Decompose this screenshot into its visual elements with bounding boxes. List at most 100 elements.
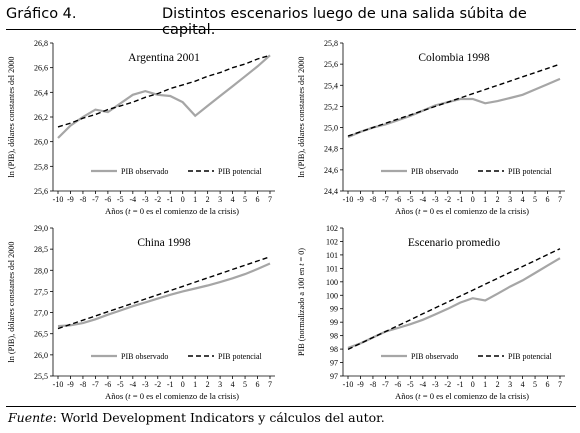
legend-label: PIB potencial: [508, 352, 553, 361]
x-tick-label: -4: [419, 380, 426, 389]
x-tick-label: -10: [53, 380, 64, 389]
x-tick-label: -1: [457, 380, 464, 389]
x-tick-label: -6: [105, 195, 112, 204]
x-tick-label: -2: [444, 380, 451, 389]
series-line-pib-potencial: [347, 248, 561, 351]
x-tick-label: 6: [546, 380, 550, 389]
x-tick-label: 1: [193, 195, 197, 204]
x-tick-label: 5: [533, 380, 537, 389]
x-tick-label: -7: [382, 195, 389, 204]
x-tick-label: 5: [243, 380, 247, 389]
x-tick-label: -9: [67, 195, 74, 204]
x-tick-label: -5: [407, 380, 414, 389]
x-tick-label: -3: [142, 380, 149, 389]
series-line-pib-observado: [347, 77, 561, 139]
series-line-pib-observado: [57, 262, 271, 328]
x-tick-label: -4: [129, 195, 136, 204]
x-tick-label: 7: [558, 380, 562, 389]
y-tick-label: 25,5: [34, 372, 48, 381]
series-line-pib-potencial: [57, 54, 271, 128]
x-tick-label: -9: [357, 380, 364, 389]
y-tick-label: 24,6: [324, 166, 338, 175]
chart-argentina: 25,625,826,026,226,426,626,8-10 -9 -8 -7 -6-…: [7, 39, 275, 216]
chart-title: China 1998: [137, 237, 191, 249]
x-tick-label: -2: [444, 195, 451, 204]
x-tick-label: -8: [370, 195, 377, 204]
y-tick-label: 27,5: [34, 287, 48, 296]
x-tick-label: 2: [496, 195, 500, 204]
x-tick-label: -7: [92, 380, 99, 389]
x-tick-label: -1: [167, 195, 174, 204]
y-tick-label: 97: [330, 372, 338, 381]
x-tick-label: 0: [181, 380, 185, 389]
x-tick-label: -1: [167, 380, 174, 389]
x-tick-label: 2: [496, 380, 500, 389]
y-tick-label: 99: [330, 305, 338, 314]
x-tick-label: 2: [206, 195, 210, 204]
x-tick-label: -10: [53, 195, 64, 204]
y-tick-label: 26,5: [34, 330, 48, 339]
legend-label: PIB potencial: [218, 352, 263, 361]
x-tick-label: 6: [546, 195, 550, 204]
x-tick-label: -3: [432, 195, 439, 204]
y-tick-label: 100: [326, 291, 338, 300]
x-tick-label: 3: [508, 380, 512, 389]
y-tick-label: 26,0: [34, 138, 48, 147]
y-tick-label: 102: [326, 224, 338, 233]
x-tick-label: 1: [483, 380, 487, 389]
x-axis-label: Años (t = 0 es el comienzo de la crisis): [105, 206, 239, 216]
figure-label: Gráfico 4.: [6, 6, 77, 22]
x-tick-label: -3: [142, 195, 149, 204]
x-tick-label: -4: [419, 195, 426, 204]
y-axis-label: PIB (normalizado a 100 en t = 0): [297, 248, 306, 356]
y-tick-label: 25,2: [324, 102, 338, 111]
x-tick-label: 6: [256, 380, 260, 389]
figure-header: Gráfico 4. Distintos escenarios luego de…: [6, 4, 576, 38]
x-tick-label: 0: [471, 195, 475, 204]
y-tick-label: 25,8: [34, 162, 48, 171]
y-tick-label: 28,5: [34, 245, 48, 254]
y-axis-label: ln (PIB), dólares constantes del 2000: [7, 57, 16, 178]
x-tick-label: 0: [181, 195, 185, 204]
y-tick-label: 102: [326, 237, 338, 246]
chart-title: Argentina 2001: [128, 52, 200, 64]
y-tick-label: 98: [330, 345, 338, 354]
x-tick-label: -2: [154, 380, 161, 389]
source-text: : World Development Indicators y cálculo…: [52, 410, 385, 425]
y-tick-label: 99: [330, 318, 338, 327]
legend-label: PIB observado: [411, 352, 458, 361]
legend-label: PIB observado: [411, 167, 458, 176]
x-tick-label: -1: [457, 195, 464, 204]
x-tick-label: -10: [343, 380, 354, 389]
y-tick-label: 98: [330, 332, 338, 341]
y-tick-label: 27,0: [34, 309, 48, 318]
x-axis-label: Años (t = 0 es el comienzo de la crisis): [395, 206, 529, 216]
y-tick-label: 24,4: [324, 187, 338, 196]
y-tick-label: 97: [330, 359, 338, 368]
y-tick-label: 26,6: [34, 64, 48, 73]
y-tick-label: 25,6: [324, 60, 338, 69]
x-tick-label: 3: [508, 195, 512, 204]
x-tick-label: 1: [483, 195, 487, 204]
y-axis-label: ln (PIB), dólares constantes del 2000: [297, 57, 306, 178]
x-tick-label: -6: [395, 380, 402, 389]
source-note: Fuente: World Development Indicators y c…: [8, 410, 385, 425]
figure-title: Distintos escenarios luego de una salida…: [162, 6, 527, 38]
y-tick-label: 25,8: [324, 39, 338, 48]
y-tick-label: 100: [326, 278, 338, 287]
x-tick-label: 4: [231, 195, 235, 204]
y-tick-label: 25,0: [324, 124, 338, 133]
top-rule: [6, 29, 576, 30]
y-tick-label: 26,2: [34, 113, 48, 122]
x-tick-label: 4: [521, 380, 525, 389]
chart-title: Colombia 1998: [418, 52, 489, 64]
legend-label: PIB potencial: [218, 167, 263, 176]
y-tick-label: 28,0: [34, 266, 48, 275]
source-prefix: Fuente: [8, 410, 53, 425]
y-tick-label: 26,0: [34, 351, 48, 360]
y-tick-label: 26,8: [34, 39, 48, 48]
x-tick-label: 7: [268, 195, 272, 204]
x-tick-label: 6: [256, 195, 260, 204]
series-line-pib-observado: [347, 257, 561, 349]
